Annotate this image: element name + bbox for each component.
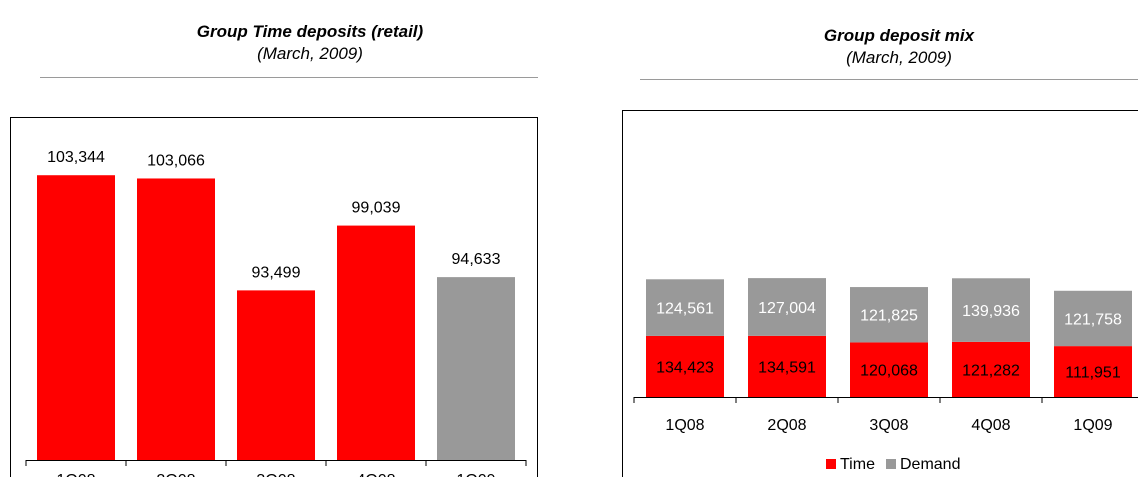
right-bar-time (748, 335, 826, 397)
left-chart-title: Group Time deposits (retail) (196, 22, 424, 41)
right-bar-demand (646, 279, 724, 336)
right-demand-value-label: 121,758 (1064, 311, 1122, 328)
right-chart-subtitle: (March, 2009) (846, 48, 952, 67)
right-bar-time (1054, 346, 1132, 397)
right-time-value-label: 111,951 (1065, 365, 1121, 382)
right-chart-title: Group deposit mix (823, 26, 975, 45)
right-stacked-bar-chart: 134,423 124,561 1Q08 134,591 127,004 2Q08 120,… (633, 278, 1138, 473)
right-x-tick-label: 2Q08 (767, 417, 806, 434)
left-bar-value-label: 99,039 (352, 200, 401, 217)
right-x-tick-label: 1Q09 (1073, 417, 1112, 434)
left-bar (337, 225, 415, 460)
left-bar-value-label: 103,066 (147, 152, 205, 169)
left-x-tick-label: 4Q08 (356, 472, 395, 477)
left-x-tick-label: 1Q09 (456, 472, 495, 477)
legend-swatch (886, 459, 896, 469)
left-bar-value-label: 93,499 (252, 264, 301, 281)
left-bar (137, 178, 215, 460)
right-time-value-label: 134,591 (758, 359, 816, 376)
left-bar (237, 290, 315, 460)
right-bar-time (952, 341, 1030, 397)
left-chart-subtitle: (March, 2009) (257, 44, 363, 63)
right-bar-demand (1054, 290, 1132, 347)
left-bar-value-label: 94,633 (452, 251, 501, 268)
right-demand-value-label: 124,561 (656, 301, 714, 318)
legend-swatch (826, 459, 836, 469)
left-bar (437, 277, 515, 460)
right-demand-value-label: 127,004 (758, 300, 816, 317)
right-bar-demand (952, 278, 1030, 342)
left-bar-chart: 103,344 1Q08 103,066 2Q08 93,499 3Q08 99,039 4Q… (25, 149, 527, 477)
right-demand-value-label: 139,936 (962, 303, 1020, 320)
right-bar-demand (748, 278, 826, 336)
left-x-tick-label: 2Q08 (156, 472, 195, 477)
right-x-tick-label: 1Q08 (665, 417, 704, 434)
right-title-rule (640, 79, 1138, 80)
left-chart-frame (10, 117, 538, 477)
right-bar-demand (850, 287, 928, 343)
right-chart-frame (622, 110, 1138, 477)
right-x-tick-label: 3Q08 (869, 417, 908, 434)
left-x-tick-label: 3Q08 (256, 472, 295, 477)
left-bar (37, 175, 115, 460)
right-time-value-label: 120,068 (860, 363, 918, 380)
right-bar-time (646, 335, 724, 397)
right-demand-value-label: 121,825 (860, 308, 918, 325)
right-time-value-label: 121,282 (962, 362, 1020, 379)
right-bar-time (850, 342, 928, 397)
left-title-rule (40, 77, 538, 78)
right-time-value-label: 134,423 (656, 359, 714, 376)
left-x-tick-label: 1Q08 (56, 472, 95, 477)
legend-label: Demand (900, 456, 960, 473)
left-bar-value-label: 103,344 (47, 149, 105, 166)
legend-label: Time (840, 456, 875, 473)
right-x-tick-label: 4Q08 (971, 417, 1010, 434)
